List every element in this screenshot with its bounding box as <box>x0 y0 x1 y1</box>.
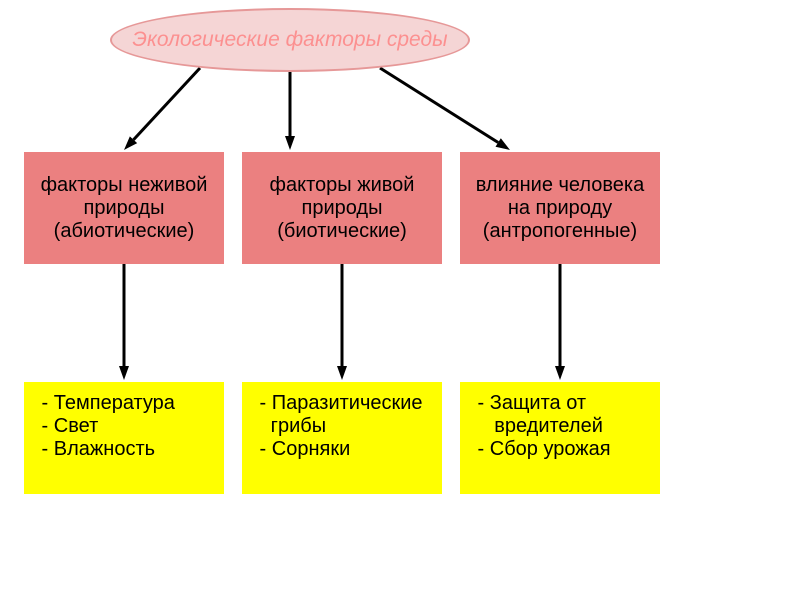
category-label: факторы неживой природы (абиотические) <box>34 174 214 243</box>
examples-anthropogenic: - Защита от вредителей - Сбор урожая <box>460 382 660 494</box>
diagram-canvas: Экологические факторы среды факторы нежи… <box>0 0 800 600</box>
example-line: вредителей <box>472 415 648 438</box>
category-biotic: факторы живой природы (биотические) <box>242 152 442 264</box>
arrows-layer <box>0 0 800 600</box>
example-line: - Температура <box>36 392 212 415</box>
example-line: - Защита от <box>472 392 648 415</box>
example-line: - Влажность <box>36 438 212 461</box>
example-line: - Свет <box>36 415 212 438</box>
category-label: влияние человека на природу (антропогенн… <box>470 174 650 243</box>
category-label: факторы живой природы (биотические) <box>252 174 432 243</box>
category-abiotic: факторы неживой природы (абиотические) <box>24 152 224 264</box>
title-text: Экологические факторы среды <box>132 28 447 52</box>
examples-abiotic: - Температура - Свет - Влажность <box>24 382 224 494</box>
category-anthropogenic: влияние человека на природу (антропогенн… <box>460 152 660 264</box>
example-line: грибы <box>254 415 430 438</box>
example-line: - Сорняки <box>254 438 430 461</box>
example-line: - Паразитические <box>254 392 430 415</box>
title-ellipse: Экологические факторы среды <box>110 8 470 72</box>
example-line: - Сбор урожая <box>472 438 648 461</box>
examples-biotic: - Паразитические грибы - Сорняки <box>242 382 442 494</box>
